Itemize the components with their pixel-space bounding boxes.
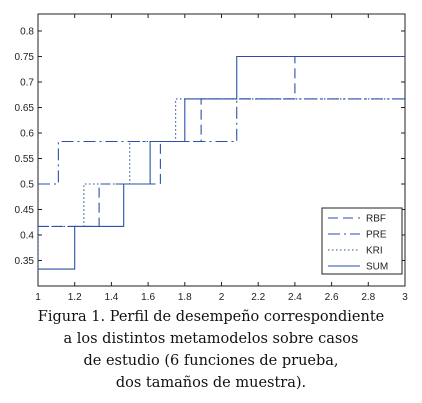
legend: RBF PRE KRI SUM: [321, 207, 403, 275]
figure-caption: Figura 1. Perfil de desempeño correspond…: [0, 306, 422, 394]
y-tick-label: 0.4: [20, 230, 34, 241]
y-tick-label: 0.75: [15, 52, 35, 63]
y-tick-label: 0.65: [15, 103, 35, 114]
y-tick-label: 0.35: [15, 256, 35, 267]
y-tick-label: 0.55: [15, 154, 35, 165]
legend-box: [321, 207, 403, 275]
y-tick-label: 0.6: [20, 128, 34, 139]
legend-label-kri: KRI: [366, 246, 383, 257]
caption-line-2: a los distintos metamodelos sobre casos: [63, 331, 359, 347]
legend-label-pre: PRE: [366, 230, 387, 241]
caption-line-1: Figura 1. Perfil de desempeño correspond…: [37, 309, 385, 325]
x-tick-label: 2: [219, 292, 225, 300]
x-tick-label: 1.4: [104, 292, 118, 300]
x-tick-label: 3: [402, 292, 408, 300]
x-tick-label: 1.2: [68, 292, 82, 300]
x-tick-label: 2.4: [288, 292, 302, 300]
legend-label-rbf: RBF: [366, 214, 386, 225]
x-tick-label: 2.8: [361, 292, 375, 300]
x-tick-label: 2.2: [251, 292, 265, 300]
y-tick-label: 0.5: [20, 179, 34, 190]
series-line-sum: [38, 55, 405, 270]
x-tick-label: 1.8: [178, 292, 192, 300]
x-tick-label: 1.6: [141, 292, 155, 300]
axis-ticks: 1 1.2 1.4 1.6 1.8 2 2.2 2.4 2.6 2.8 3 0.35 0.4 0.45 0.…: [15, 14, 408, 300]
y-tick-label: 0.8: [20, 26, 34, 37]
series-line-pre: [38, 98, 405, 185]
performance-profile-chart: 1 1.2 1.4 1.6 1.8 2 2.2 2.4 2.6 2.8 3 0.35 0.4 0.45 0.…: [15, 13, 408, 300]
caption-line-4: dos tamaños de muestra).: [115, 375, 307, 391]
legend-label-sum: SUM: [366, 262, 388, 273]
y-tick-label: 0.7: [20, 77, 34, 88]
x-tick-label: 1: [35, 292, 41, 300]
caption-line-3: de estudio (6 funciones de prueba,: [83, 353, 339, 369]
x-tick-label: 2.6: [325, 292, 339, 300]
y-tick-label: 0.45: [15, 205, 35, 216]
series-group: [37, 55, 405, 270]
